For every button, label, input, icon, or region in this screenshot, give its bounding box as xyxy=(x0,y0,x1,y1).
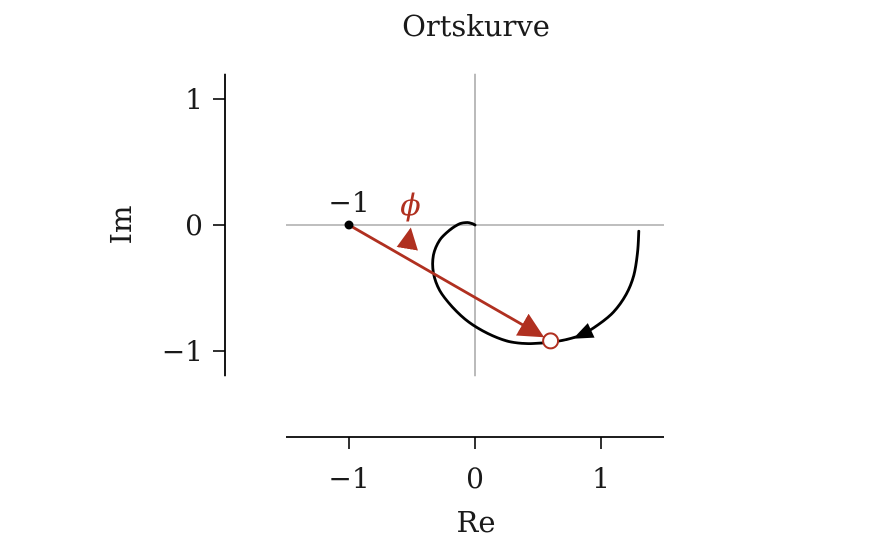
y-tick-label: −1 xyxy=(162,335,203,368)
x-tick-label: 1 xyxy=(592,462,610,495)
y-tick-label: 1 xyxy=(185,83,203,116)
chart-title: Ortskurve xyxy=(402,9,550,43)
x-tick-label: −1 xyxy=(328,462,369,495)
annotation-layer: −1 ϕ xyxy=(328,186,560,350)
plot-axes: −1 0 1 −1 0 1 xyxy=(162,73,664,495)
x-axis-label: Re xyxy=(457,505,496,539)
phasor-arrow xyxy=(348,223,545,338)
phasor-endpoint-marker xyxy=(542,332,560,350)
direction-arrow xyxy=(573,323,595,339)
y-tick-label: 0 xyxy=(185,209,203,242)
critical-point xyxy=(344,220,354,230)
x-tick-label: 0 xyxy=(466,462,484,495)
angle-label: ϕ xyxy=(400,189,420,224)
y-axis-label: Im xyxy=(104,206,138,245)
angle-arc xyxy=(396,227,418,251)
critical-point-label: −1 xyxy=(328,186,369,219)
curve-layer xyxy=(431,221,641,346)
nyquist-curve xyxy=(431,221,641,346)
